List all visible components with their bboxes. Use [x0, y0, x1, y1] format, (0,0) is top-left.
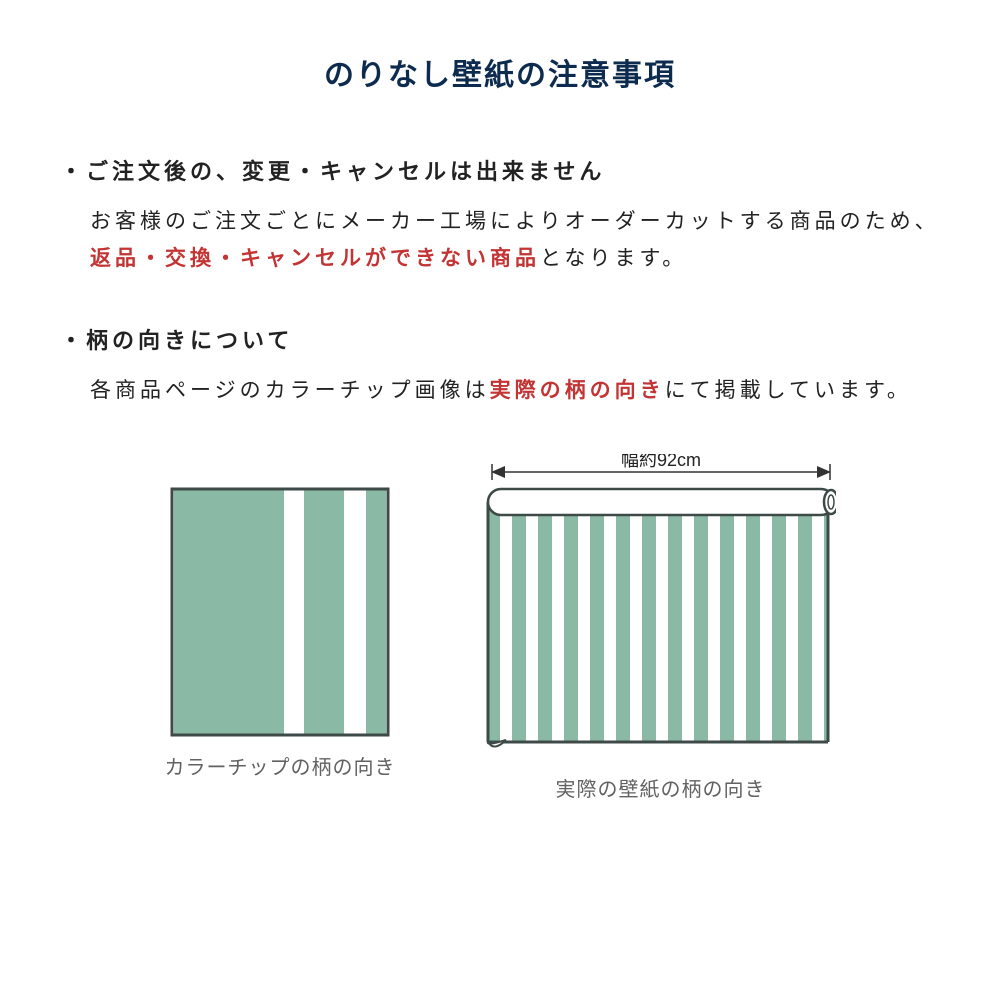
notice-item-2: ・柄の向きについて 各商品ページのカラーチップ画像は実際の柄の向きにて掲載してい… [60, 323, 940, 410]
body-pre: 各商品ページのカラーチップ画像は [90, 379, 490, 402]
diagram-color-chip: カラーチップの柄の向き [165, 454, 396, 802]
notice-item-1: ・ご注文後の、変更・キャンセルは出来ません お客様のご注文ごとにメーカー工場によ… [60, 154, 940, 278]
item-heading: ・ご注文後の、変更・キャンセルは出来ません [60, 154, 940, 186]
item-heading: ・柄の向きについて [60, 323, 940, 355]
svg-text:幅約92cm: 幅約92cm [620, 454, 700, 470]
body-pre: お客様のご注文ごとにメーカー工場によりオーダーカットする商品のため、 [90, 210, 940, 233]
item-body: 各商品ページのカラーチップ画像は実際の柄の向きにて掲載しています。 [90, 373, 940, 410]
body-highlight: 返品・交換・キャンセルができない商品 [90, 247, 540, 270]
diagram-caption: カラーチップの柄の向き [165, 751, 396, 780]
body-highlight: 実際の柄の向き [490, 379, 665, 402]
diagram-caption: 実際の壁紙の柄の向き [556, 773, 766, 802]
diagram-wallpaper-roll: 幅約92cm 実際の壁紙の柄の向き [486, 454, 836, 802]
item-body: お客様のご注文ごとにメーカー工場によりオーダーカットする商品のため、返品・交換・… [90, 204, 940, 278]
page-title: のりなし壁紙の注意事項 [60, 50, 940, 94]
diagram-row: カラーチップの柄の向き 幅約92cm 実際の壁紙の柄の向き [60, 454, 940, 802]
body-post: となります。 [540, 247, 687, 270]
width-arrow: 幅約92cm [491, 454, 831, 487]
color-chip-swatch [170, 487, 390, 737]
wallpaper-roll-swatch [486, 487, 836, 759]
body-post: にて掲載しています。 [665, 379, 912, 402]
